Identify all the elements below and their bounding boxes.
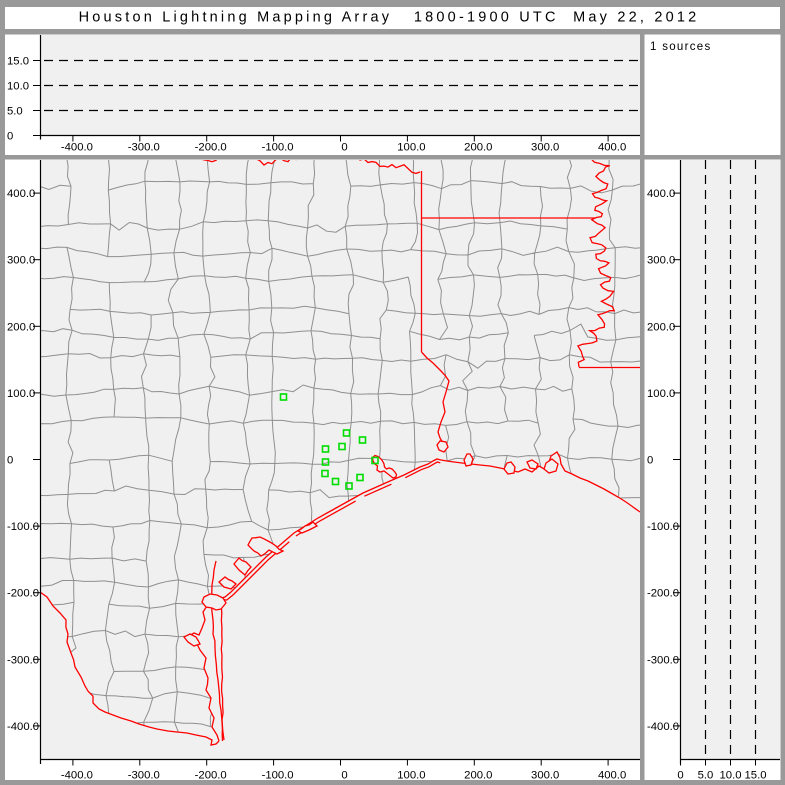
svg-text:-400.0: -400.0 (61, 142, 93, 154)
svg-text:10.0: 10.0 (720, 770, 742, 782)
svg-text:-400.0: -400.0 (7, 721, 39, 733)
svg-text:-400.0: -400.0 (647, 721, 679, 733)
svg-text:400.0: 400.0 (647, 188, 675, 200)
svg-text:-100.0: -100.0 (7, 521, 39, 533)
svg-text:5.0: 5.0 (7, 106, 23, 118)
svg-text:-200.0: -200.0 (195, 770, 227, 782)
svg-text:300.0: 300.0 (531, 142, 559, 154)
svg-text:0: 0 (7, 131, 13, 143)
svg-text:1 sources: 1 sources (650, 41, 712, 53)
svg-text:-200.0: -200.0 (7, 588, 39, 600)
svg-text:200.0: 200.0 (464, 770, 492, 782)
svg-text:200.0: 200.0 (647, 321, 675, 333)
svg-text:-300.0: -300.0 (7, 654, 39, 666)
svg-text:100.0: 100.0 (397, 142, 425, 154)
svg-text:-200.0: -200.0 (647, 588, 679, 600)
svg-text:100.0: 100.0 (397, 770, 425, 782)
svg-text:5.0: 5.0 (698, 770, 714, 782)
svg-text:-100.0: -100.0 (647, 521, 679, 533)
svg-text:15.0: 15.0 (745, 770, 767, 782)
svg-text:-100.0: -100.0 (262, 770, 294, 782)
svg-text:200.0: 200.0 (464, 142, 492, 154)
svg-text:-200.0: -200.0 (195, 142, 227, 154)
svg-text:0: 0 (7, 455, 13, 467)
svg-text:300.0: 300.0 (7, 255, 35, 267)
svg-text:400.0: 400.0 (7, 188, 35, 200)
svg-text:0: 0 (341, 770, 347, 782)
svg-text:400.0: 400.0 (598, 770, 626, 782)
svg-text:200.0: 200.0 (7, 321, 35, 333)
svg-text:0: 0 (341, 142, 347, 154)
svg-text:10.0: 10.0 (7, 81, 29, 93)
svg-text:100.0: 100.0 (7, 388, 35, 400)
svg-text:-300.0: -300.0 (128, 770, 160, 782)
svg-text:Houston Lightning Mapping Arra: Houston Lightning Mapping Array 1800-190… (79, 10, 700, 26)
svg-text:15.0: 15.0 (7, 56, 29, 68)
svg-text:-300.0: -300.0 (128, 142, 160, 154)
svg-text:-400.0: -400.0 (61, 770, 93, 782)
svg-text:300.0: 300.0 (647, 255, 675, 267)
svg-text:300.0: 300.0 (531, 770, 559, 782)
svg-text:-300.0: -300.0 (647, 654, 679, 666)
svg-text:0: 0 (647, 455, 653, 467)
svg-text:-100.0: -100.0 (262, 142, 294, 154)
svg-text:400.0: 400.0 (598, 142, 626, 154)
svg-text:100.0: 100.0 (647, 388, 675, 400)
svg-text:0: 0 (677, 770, 683, 782)
